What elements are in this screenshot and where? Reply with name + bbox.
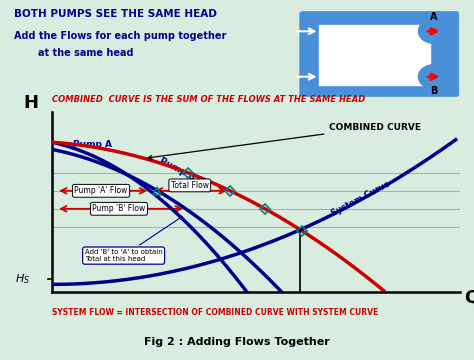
Text: Q: Q bbox=[464, 288, 474, 306]
Circle shape bbox=[419, 65, 449, 89]
FancyBboxPatch shape bbox=[319, 24, 430, 85]
Text: System Curve: System Curve bbox=[329, 179, 391, 218]
Text: Pump B: Pump B bbox=[158, 156, 197, 182]
Text: at the same head: at the same head bbox=[38, 48, 133, 58]
Text: COMBINED CURVE: COMBINED CURVE bbox=[148, 123, 421, 159]
Text: BOTH PUMPS SEE THE SAME HEAD: BOTH PUMPS SEE THE SAME HEAD bbox=[14, 9, 217, 19]
Circle shape bbox=[419, 19, 449, 43]
Text: B: B bbox=[430, 86, 438, 96]
Text: Total Flow: Total Flow bbox=[171, 181, 209, 190]
Text: SYSTEM FLOW = INTERSECTION OF COMBINED CURVE WITH SYSTEM CURVE: SYSTEM FLOW = INTERSECTION OF COMBINED C… bbox=[52, 308, 378, 317]
Text: Fig 2 : Adding Flows Together: Fig 2 : Adding Flows Together bbox=[144, 337, 330, 347]
Text: A: A bbox=[430, 12, 438, 22]
Text: H: H bbox=[24, 94, 38, 112]
Text: Pump 'B' Flow: Pump 'B' Flow bbox=[92, 204, 146, 213]
Text: Pump 'A' Flow: Pump 'A' Flow bbox=[74, 186, 128, 195]
Text: Add the Flows for each pump together: Add the Flows for each pump together bbox=[14, 31, 227, 41]
FancyBboxPatch shape bbox=[301, 13, 458, 95]
Text: Add 'B' to 'A' to obtain
Total at this head: Add 'B' to 'A' to obtain Total at this h… bbox=[85, 216, 182, 262]
Text: COMBINED  CURVE IS THE SUM OF THE FLOWS AT THE SAME HEAD: COMBINED CURVE IS THE SUM OF THE FLOWS A… bbox=[52, 95, 365, 104]
Text: Pump A: Pump A bbox=[73, 140, 111, 149]
Text: $H_S$: $H_S$ bbox=[16, 272, 30, 286]
